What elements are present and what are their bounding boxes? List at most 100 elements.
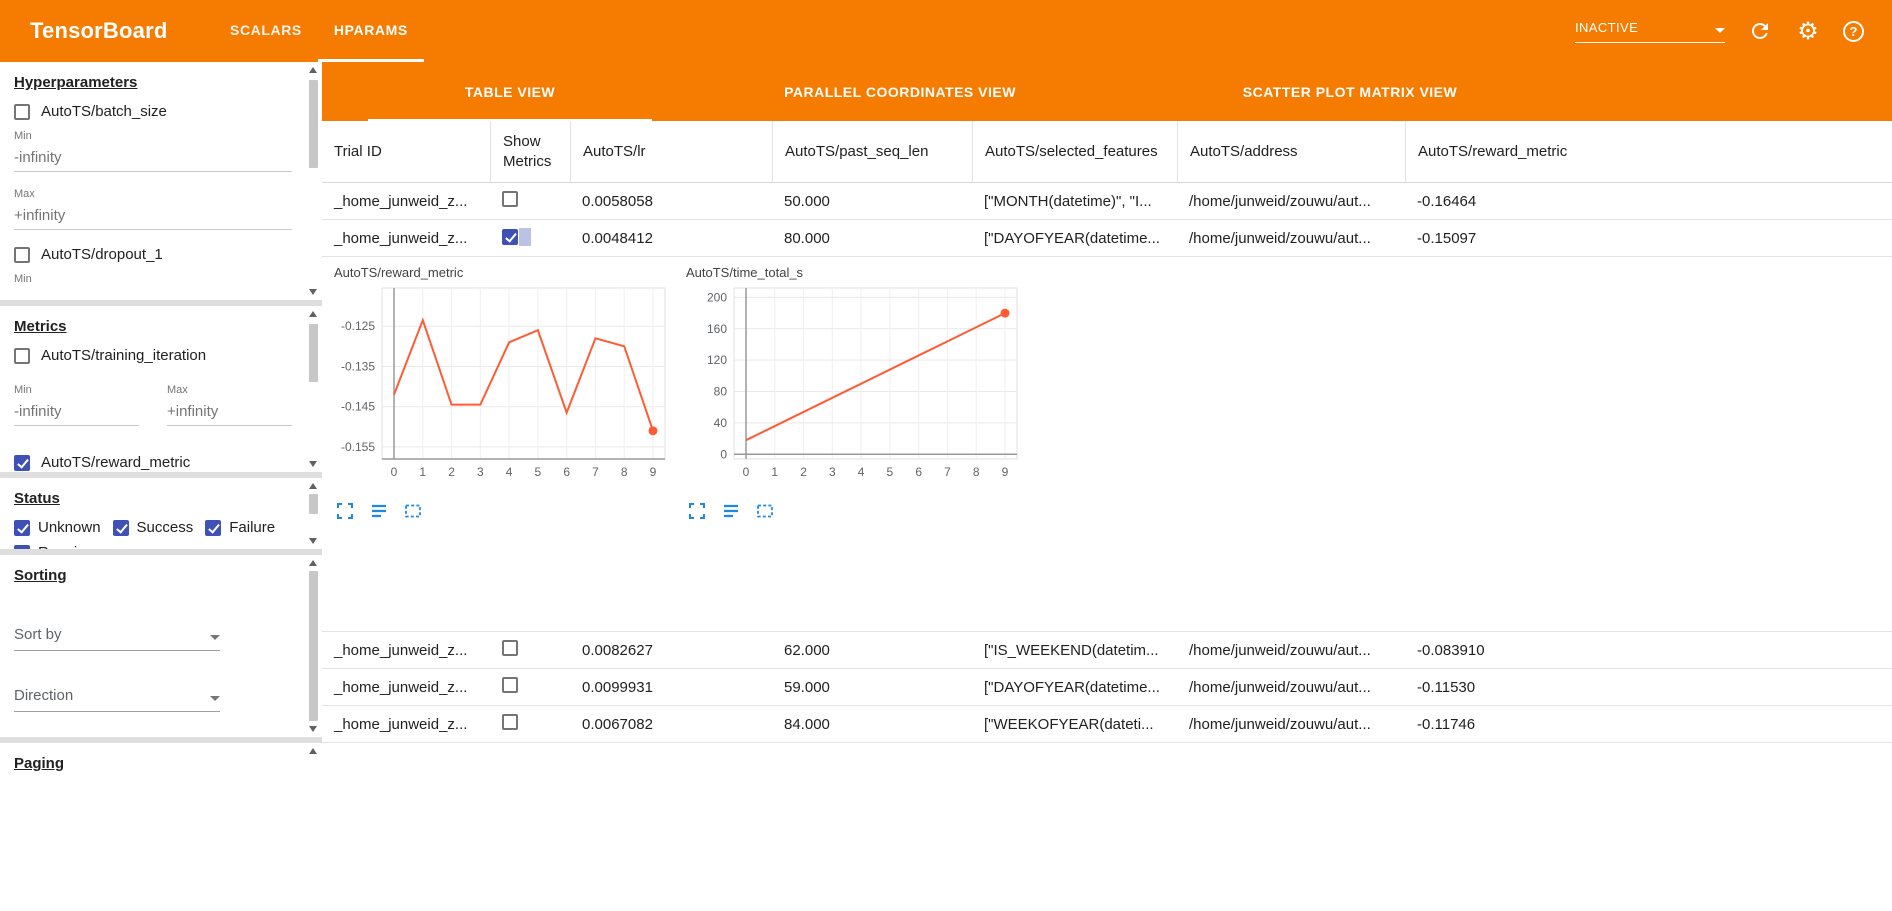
scrollbar-thumb[interactable]	[309, 80, 318, 168]
hyperparameters-panel: Hyperparameters AutoTS/batch_size Min -i…	[0, 62, 322, 300]
chart-title: AutoTS/time_total_s	[686, 265, 804, 280]
status-unknown[interactable]: Unknown	[14, 519, 101, 536]
column-header-past-seq-len[interactable]: AutoTS/past_seq_len	[772, 121, 972, 182]
column-header-lr[interactable]: AutoTS/lr	[570, 121, 772, 182]
scroll-up-icon[interactable]	[309, 483, 317, 489]
checkbox-label: AutoTS/training_iteration	[41, 347, 207, 364]
show-metrics-checkbox[interactable]	[502, 191, 518, 207]
chevron-down-icon	[1715, 27, 1725, 33]
scrollbar[interactable]	[307, 557, 319, 735]
lr-cell: 0.0067082	[582, 715, 653, 733]
status-success[interactable]: Success	[112, 519, 193, 536]
checkbox[interactable]	[14, 544, 30, 549]
min-input[interactable]: -infinity	[14, 149, 292, 172]
status-filters: Unknown Success Failure Running	[14, 519, 292, 549]
checkbox[interactable]	[14, 454, 30, 471]
tab-parallel-coordinates-view[interactable]: PARALLEL COORDINATES VIEW	[784, 83, 1016, 100]
scroll-down-icon[interactable]	[309, 726, 317, 732]
reload-status-dropdown[interactable]: INACTIVE	[1575, 20, 1725, 43]
direction-select[interactable]: Direction	[14, 687, 220, 712]
svg-text:5: 5	[887, 465, 894, 479]
column-header-address[interactable]: AutoTS/address	[1177, 121, 1405, 182]
fullscreen-icon[interactable]	[688, 502, 706, 520]
sort-by-select[interactable]: Sort by	[14, 626, 220, 651]
scroll-up-icon[interactable]	[309, 748, 317, 754]
line-chart[interactable]: 0 40 80 120 160 200 0 1 2 3 4 5 6 7 8 9	[684, 280, 1029, 485]
help-icon[interactable]: ?	[1843, 20, 1864, 42]
tab-scalars[interactable]: SCALARS	[230, 21, 302, 38]
hparam-batch-size-row[interactable]: AutoTS/batch_size	[14, 103, 292, 120]
checkbox[interactable]	[14, 103, 30, 120]
show-metrics-checkbox[interactable]	[502, 228, 518, 245]
show-metrics-checkbox[interactable]	[502, 714, 518, 730]
svg-text:6: 6	[915, 465, 922, 479]
scroll-down-icon[interactable]	[309, 461, 317, 467]
scroll-down-icon[interactable]	[309, 538, 317, 544]
line-chart[interactable]: -0.125 -0.135 -0.145 -0.155 0 1 2 3 4 5 6 7 8 9	[332, 280, 677, 485]
scrollbar-thumb[interactable]	[309, 571, 318, 721]
chevron-down-icon	[210, 635, 220, 640]
checkbox-label: AutoTS/batch_size	[41, 103, 167, 120]
column-header-reward-metric[interactable]: AutoTS/reward_metric	[1405, 121, 1892, 182]
scrollbar[interactable]	[307, 745, 319, 911]
scrollbar-thumb[interactable]	[309, 324, 318, 382]
lr-cell: 0.0048412	[582, 229, 653, 247]
show-metrics-cell	[490, 677, 570, 697]
min-input[interactable]: -infinity	[14, 403, 139, 426]
scrollbar[interactable]	[307, 480, 319, 547]
fit-to-box-icon[interactable]	[404, 502, 422, 520]
max-input[interactable]: +infinity	[14, 207, 292, 230]
list-icon[interactable]	[722, 502, 740, 520]
column-header-selected-features[interactable]: AutoTS/selected_features	[972, 121, 1177, 182]
scroll-up-icon[interactable]	[309, 560, 317, 566]
tab-hparams[interactable]: HPARAMS	[317, 0, 424, 62]
scroll-down-icon[interactable]	[309, 289, 317, 295]
top-nav: SCALARS HPARAMS	[214, 0, 424, 62]
column-header-trial-id[interactable]: Trial ID	[334, 142, 382, 160]
svg-text:0: 0	[391, 465, 398, 479]
table-row[interactable]: _home_junweid_z... 0.0048412 80.000 ["DAYOF…	[322, 220, 1892, 257]
max-field: Max +infinity	[167, 384, 292, 426]
checkbox[interactable]	[112, 519, 129, 536]
fullscreen-icon[interactable]	[336, 502, 354, 520]
sorting-panel: Sorting Sort by Direction	[0, 555, 322, 737]
gear-icon[interactable]: ⚙	[1797, 17, 1819, 45]
tab-scatter-plot-matrix-view[interactable]: SCATTER PLOT MATRIX VIEW	[1242, 83, 1458, 100]
table-row[interactable]: _home_junweid_z... 0.0099931 59.000 ["DAYOF…	[322, 669, 1892, 706]
past-seq-len-cell: 50.000	[784, 192, 830, 210]
refresh-icon[interactable]	[1747, 18, 1773, 44]
svg-text:80: 80	[714, 385, 728, 399]
metric-training-iteration-row[interactable]: AutoTS/training_iteration	[14, 347, 292, 364]
status-failure[interactable]: Failure	[205, 519, 275, 536]
show-metrics-checkbox[interactable]	[502, 640, 518, 656]
svg-text:-0.145: -0.145	[341, 400, 375, 414]
past-seq-len-cell: 59.000	[784, 678, 830, 696]
checkbox[interactable]	[14, 246, 30, 263]
max-input[interactable]: +infinity	[167, 403, 292, 426]
checkbox[interactable]	[205, 519, 222, 536]
table-row[interactable]: _home_junweid_z... 0.0058058 50.000 ["MONTH…	[322, 183, 1892, 220]
scroll-up-icon[interactable]	[309, 67, 317, 73]
column-header-show-metrics[interactable]: Show Metrics	[490, 121, 570, 182]
svg-text:9: 9	[650, 465, 657, 479]
scrollbar[interactable]	[307, 308, 319, 470]
checkbox-label: Failure	[229, 519, 276, 536]
table-row[interactable]: _home_junweid_z... 0.0067082 84.000 ["WEEKO…	[322, 706, 1892, 743]
checkbox[interactable]	[14, 519, 30, 536]
fit-to-box-icon[interactable]	[756, 502, 774, 520]
tab-table-view[interactable]: TABLE VIEW	[330, 62, 690, 121]
metric-reward-metric-row[interactable]: AutoTS/reward_metric	[14, 454, 292, 471]
hparam-dropout-row[interactable]: AutoTS/dropout_1	[14, 246, 292, 263]
scroll-up-icon[interactable]	[309, 311, 317, 317]
address-cell: /home/junweid/zouwu/aut...	[1189, 678, 1371, 696]
list-icon[interactable]	[370, 502, 388, 520]
scrollbar-thumb[interactable]	[309, 494, 318, 514]
scrollbar[interactable]	[307, 64, 319, 298]
table-row[interactable]: _home_junweid_z... 0.0082627 62.000 ["IS_WE…	[322, 632, 1892, 669]
checkbox[interactable]	[14, 347, 30, 364]
status-running[interactable]: Running	[14, 544, 94, 549]
svg-text:8: 8	[973, 465, 980, 479]
show-metrics-checkbox[interactable]	[502, 677, 518, 693]
lr-cell: 0.0099931	[582, 678, 653, 696]
show-metrics-cell	[490, 191, 570, 211]
